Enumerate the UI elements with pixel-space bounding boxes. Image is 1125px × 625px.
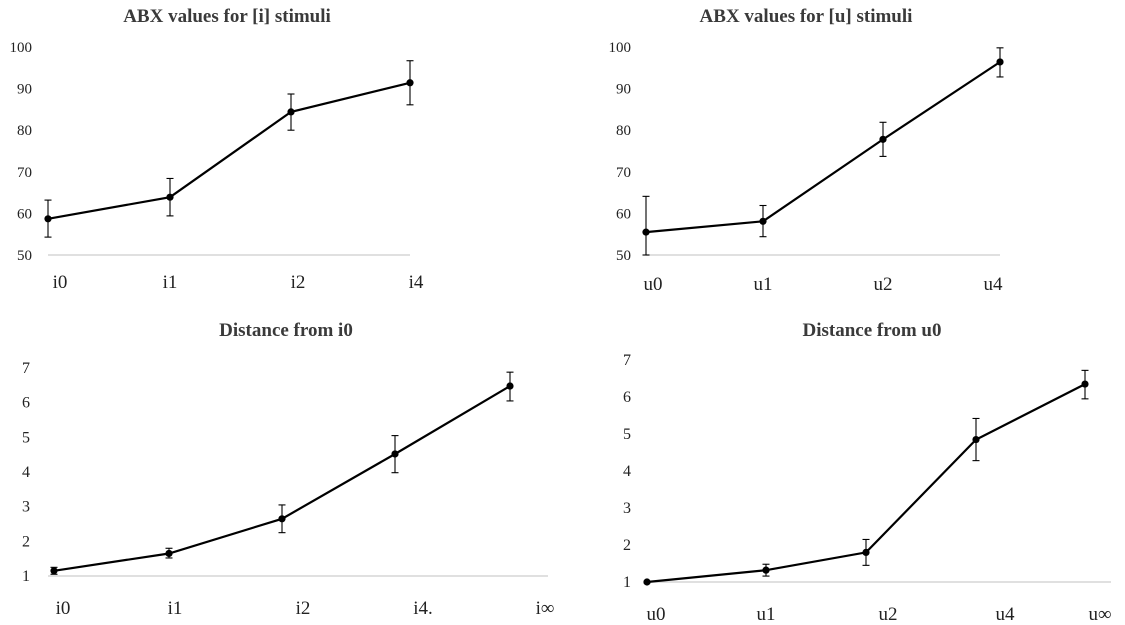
- chart-title: Distance from i0: [219, 320, 353, 341]
- chart-title: ABX values for [u] stimuli: [700, 6, 913, 27]
- y-tick-label: 50: [616, 248, 631, 264]
- data-points: [643, 380, 1089, 586]
- y-tick-label: 7: [22, 360, 30, 377]
- x-tick-label: u4: [996, 604, 1016, 625]
- y-tick-label: 60: [616, 206, 631, 222]
- x-tick-label: i∞: [536, 598, 555, 619]
- data-point: [642, 228, 650, 236]
- y-tick-label: 80: [616, 123, 631, 139]
- x-tick-label: i4.: [413, 598, 433, 619]
- data-point: [1081, 380, 1089, 388]
- y-tick-label: 100: [10, 40, 33, 56]
- data-points: [44, 79, 414, 223]
- y-tick-label: 4: [22, 464, 30, 481]
- y-tick-label: 50: [17, 248, 32, 264]
- chart-title: Distance from u0: [803, 320, 942, 341]
- x-tick-label: i4: [409, 272, 424, 293]
- x-tick-label: i1: [163, 272, 178, 293]
- data-point: [50, 567, 58, 575]
- data-point: [278, 515, 286, 523]
- data-point: [862, 548, 870, 557]
- data-point: [165, 549, 173, 558]
- series-line: [53, 385, 511, 572]
- data-point: [406, 79, 414, 87]
- y-tick-label: 90: [616, 82, 631, 98]
- y-tick-label: 5: [22, 429, 30, 446]
- data-point: [506, 382, 514, 390]
- x-tick-labels: u0 u1 u2 u4: [644, 274, 1004, 295]
- y-tick-label: 70: [616, 165, 631, 181]
- chart-distance-u: Distance from u0 1 2 3 4 5 6 7 u0 u1 u2 u4 u∞: [623, 320, 1112, 625]
- y-tick-label: 6: [22, 395, 30, 412]
- data-point: [287, 108, 295, 116]
- x-tick-labels: i0 i1 i2 i4: [53, 272, 424, 293]
- x-tick-label: u1: [757, 604, 776, 625]
- y-tick-label: 100: [609, 40, 632, 56]
- series-lines: [47, 81, 411, 220]
- chart-distance-i: Distance from i0 1 2 3 4 5 6 7 i0 i1 i2 i4. i∞: [22, 320, 554, 619]
- x-tick-label: i2: [291, 272, 306, 293]
- x-tick-label: i2: [296, 598, 311, 619]
- data-points: [642, 58, 1004, 236]
- data-point: [759, 217, 767, 225]
- series-line: [645, 61, 1001, 234]
- x-tick-labels: u0 u1 u2 u4 u∞: [647, 604, 1112, 625]
- y-tick-label: 2: [22, 533, 30, 550]
- y-tick-label: 60: [17, 206, 32, 222]
- data-point: [44, 215, 52, 223]
- y-tick-label: 4: [623, 463, 631, 480]
- y-tick-label: 1: [623, 574, 631, 591]
- x-tick-label: i0: [53, 272, 68, 293]
- y-tick-label: 70: [17, 165, 32, 181]
- x-tick-label: u∞: [1088, 604, 1111, 625]
- y-tick-label: 90: [17, 82, 32, 98]
- y-tick-labels: 1 2 3 4 5 6 7: [22, 360, 30, 585]
- error-bars: [642, 47, 1004, 256]
- data-point: [643, 578, 651, 586]
- series-lines: [645, 61, 1001, 234]
- error-bars: [50, 371, 514, 575]
- x-tick-label: u2: [879, 604, 898, 625]
- y-tick-labels: 50 60 70 80 90 100: [609, 40, 632, 264]
- data-point: [972, 435, 980, 444]
- data-point: [879, 135, 887, 143]
- data-points: [50, 382, 514, 575]
- y-tick-labels: 50 60 70 80 90 100: [10, 40, 33, 264]
- x-tick-label: i1: [168, 598, 183, 619]
- x-tick-labels: i0 i1 i2 i4. i∞: [56, 598, 555, 619]
- y-tick-label: 7: [623, 352, 631, 369]
- y-tick-label: 6: [623, 389, 631, 406]
- y-tick-label: 80: [17, 123, 32, 139]
- y-tick-label: 5: [623, 426, 631, 443]
- x-tick-label: i0: [56, 598, 71, 619]
- series-lines: [53, 385, 511, 572]
- chart-abx-u: ABX values for [u] stimuli 50 60 70 80 90 100…: [609, 6, 1004, 295]
- data-point: [391, 450, 399, 458]
- y-tick-label: 3: [623, 500, 631, 517]
- x-tick-label: u0: [647, 604, 666, 625]
- y-tick-labels: 1 2 3 4 5 6 7: [623, 352, 631, 591]
- data-point: [166, 193, 174, 201]
- data-point: [762, 566, 770, 574]
- chart-title: ABX values for [i] stimuli: [123, 6, 331, 27]
- y-tick-label: 3: [22, 499, 30, 516]
- x-tick-label: u1: [754, 274, 773, 295]
- chart-abx-i: ABX values for [i] stimuli 50 60 70 80 90 100…: [10, 6, 424, 293]
- data-point: [996, 58, 1004, 66]
- x-tick-label: u0: [644, 274, 663, 295]
- x-tick-label: u2: [874, 274, 893, 295]
- series-line: [47, 81, 411, 220]
- y-tick-label: 2: [623, 537, 631, 554]
- y-tick-label: 1: [22, 568, 30, 585]
- x-tick-label: u4: [984, 274, 1004, 295]
